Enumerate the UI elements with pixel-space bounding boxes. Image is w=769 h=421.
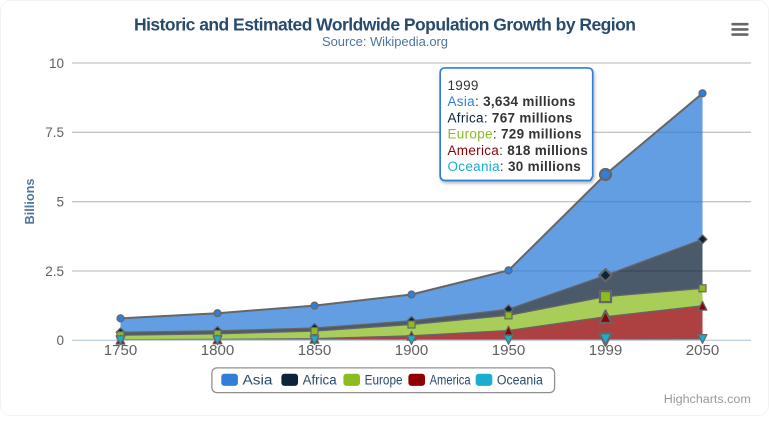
svg-text:Billions: Billions: [22, 179, 37, 225]
svg-text:America: America: [430, 373, 471, 388]
svg-text:America: 818 millions: America: 818 millions: [448, 143, 589, 158]
svg-text:1850: 1850: [298, 343, 332, 359]
svg-text:Africa: Africa: [303, 373, 337, 388]
svg-text:5: 5: [56, 195, 64, 210]
svg-text:Europe: 729 millions: Europe: 729 millions: [448, 127, 582, 142]
svg-text:Asia: 3,634 millions: Asia: 3,634 millions: [448, 94, 576, 109]
svg-text:1750: 1750: [104, 343, 138, 359]
svg-text:Oceania: 30 millions: Oceania: 30 millions: [448, 159, 582, 174]
svg-text:Historic and Estimated Worldwi: Historic and Estimated Worldwide Populat…: [134, 15, 636, 35]
svg-text:0: 0: [56, 333, 64, 348]
svg-text:1999: 1999: [589, 343, 623, 359]
svg-text:Africa: 767 millions: Africa: 767 millions: [448, 110, 573, 125]
svg-text:1900: 1900: [395, 343, 429, 359]
svg-text:2050: 2050: [686, 343, 720, 359]
svg-text:2.5: 2.5: [45, 264, 64, 279]
svg-text:1999: 1999: [448, 78, 479, 93]
svg-text:7.5: 7.5: [45, 125, 64, 140]
svg-text:10: 10: [49, 56, 64, 71]
svg-text:Highcharts.com: Highcharts.com: [664, 394, 751, 406]
svg-text:Asia: Asia: [243, 373, 274, 388]
svg-text:Source: Wikipedia.org: Source: Wikipedia.org: [322, 34, 448, 49]
svg-text:1800: 1800: [201, 343, 235, 359]
svg-text:1950: 1950: [492, 343, 526, 359]
svg-text:Europe: Europe: [365, 373, 403, 388]
svg-text:Oceania: Oceania: [497, 373, 543, 388]
